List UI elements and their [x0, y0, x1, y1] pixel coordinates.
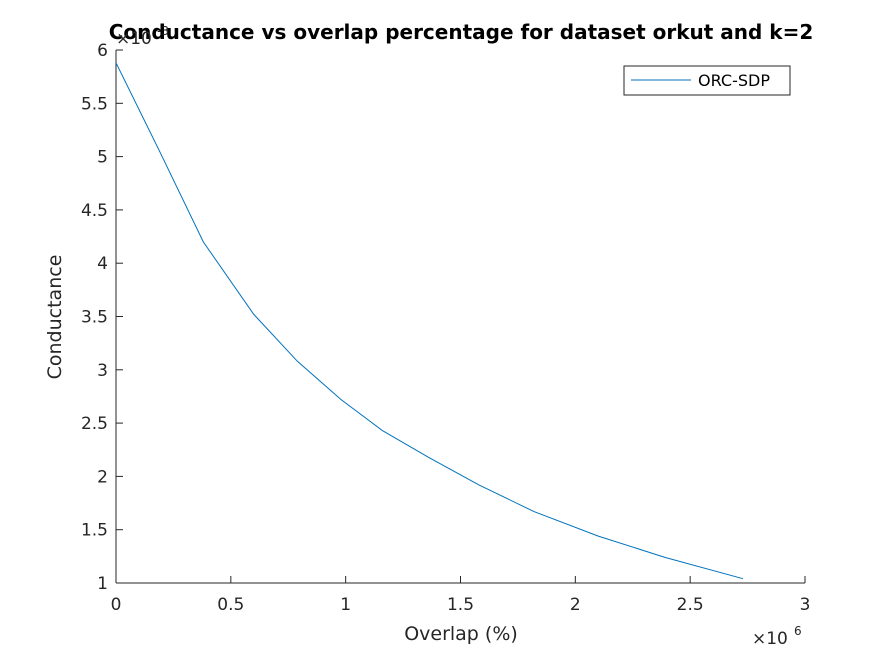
x-tick-label: 1.5: [447, 595, 474, 615]
x-tick-label: 3: [800, 595, 811, 615]
y-tick-label: 4.5: [81, 201, 108, 221]
x-tick-label: 2.5: [677, 595, 704, 615]
y-exponent-power: -3: [157, 24, 169, 38]
y-tick-label: 3.5: [81, 308, 108, 328]
x-tick-label: 2: [570, 595, 581, 615]
legend-label-orc-sdp: ORC-SDP: [698, 71, 770, 90]
chart-title: Conductance vs overlap percentage for da…: [109, 20, 814, 44]
y-tick-label: 3: [97, 361, 108, 381]
x-tick-label: 0: [111, 595, 122, 615]
legend: ORC-SDP: [623, 65, 791, 96]
y-tick-label: 2.5: [81, 414, 108, 434]
x-tick-label: 0.5: [217, 595, 244, 615]
plot-area: 0 0.5 1 1.5 2 2.5 3 1 1.5 2 2.5 3 3.5 4 4.5 5 5.5 6: [81, 41, 810, 615]
x-exponent-power: 6: [794, 624, 802, 638]
y-axis-label: Conductance: [44, 255, 66, 380]
y-tick-label: 4: [97, 254, 108, 274]
y-tick-label: 2: [97, 467, 108, 487]
y-exponent-base: ×10: [116, 29, 152, 49]
x-exponent-label: ×10 6: [752, 624, 802, 649]
y-tick-label: 6: [97, 41, 108, 61]
x-exponent-base: ×10: [752, 629, 788, 649]
x-tick-label: 1: [340, 595, 351, 615]
y-tick-label: 5.5: [81, 94, 108, 114]
y-tick-label: 1.5: [81, 521, 108, 541]
series-line-orc-sdp: [115, 62, 744, 580]
y-exponent-label: ×10 -3: [116, 24, 169, 49]
y-tick-label: 5: [97, 148, 108, 168]
y-tick-label: 1: [97, 574, 108, 594]
x-axis-label: Overlap (%): [404, 623, 518, 645]
